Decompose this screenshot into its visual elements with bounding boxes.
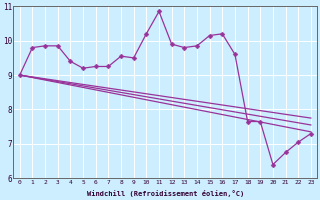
X-axis label: Windchill (Refroidissement éolien,°C): Windchill (Refroidissement éolien,°C) [87,190,244,197]
